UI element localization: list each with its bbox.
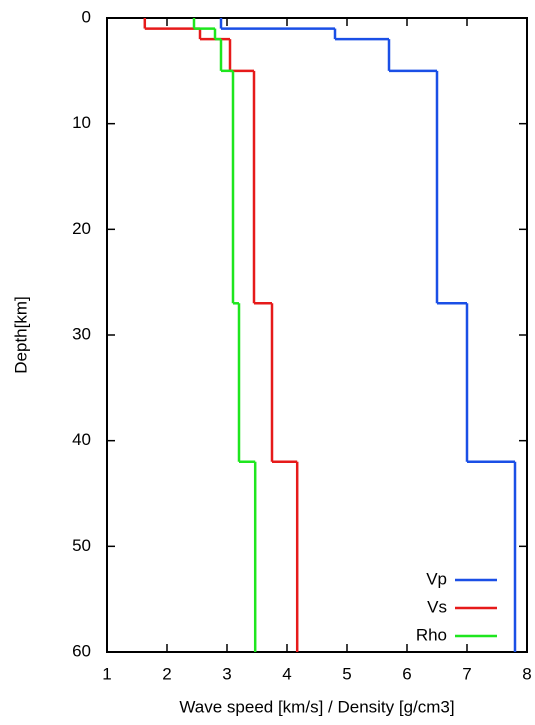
y-tick-label: 10	[72, 113, 91, 132]
y-axis-label: Depth[km]	[11, 296, 30, 373]
x-tick-label: 4	[282, 664, 291, 683]
legend-label: Vs	[427, 597, 447, 616]
plot-frame	[106, 17, 528, 653]
y-tick-label: 0	[82, 7, 91, 26]
y-tick-label: 40	[72, 430, 91, 449]
x-tick-label: 3	[222, 664, 231, 683]
y-tick-label: 60	[72, 641, 91, 660]
x-tick-label: 5	[342, 664, 351, 683]
x-axis-label: Wave speed [km/s] / Density [g/cm3]	[179, 697, 454, 716]
legend-label: Vp	[426, 569, 447, 588]
legend-label: Rho	[416, 625, 447, 644]
y-tick-label: 30	[72, 324, 91, 343]
y-tick-label: 50	[72, 536, 91, 555]
x-tick-label: 8	[522, 664, 531, 683]
y-tick-label: 20	[72, 219, 91, 238]
x-tick-label: 6	[402, 664, 411, 683]
x-tick-label: 2	[162, 664, 171, 683]
x-tick-label: 7	[462, 664, 471, 683]
x-tick-label: 1	[102, 664, 111, 683]
